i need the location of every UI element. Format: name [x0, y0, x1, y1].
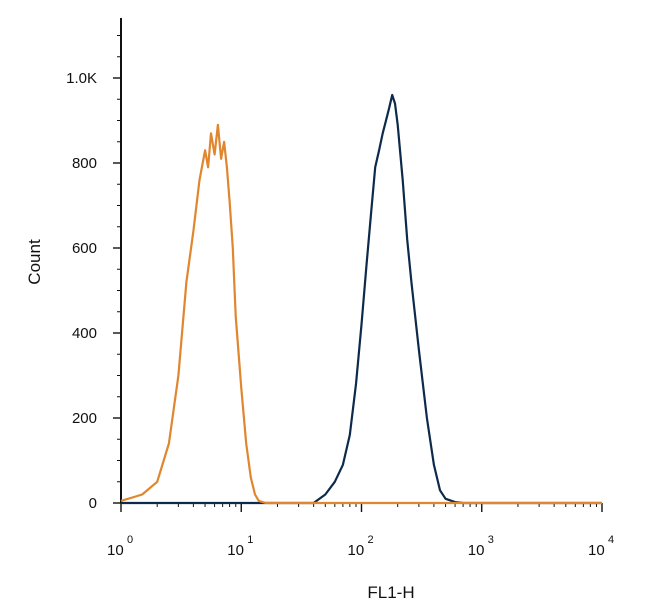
y-tick-label: 600	[72, 240, 97, 257]
series-line-1	[121, 93, 602, 505]
x-tick-exponent: 3	[488, 534, 494, 546]
chart-axes	[120, 18, 602, 504]
minor-ticks	[117, 35, 597, 507]
series-layer	[120, 93, 602, 505]
y-axis-title: Count	[25, 239, 44, 285]
x-tick-exponent: 4	[608, 534, 614, 546]
x-axis-title: FL1-H	[367, 583, 414, 602]
y-tick-label: 1.0K	[66, 70, 97, 87]
y-tick-label: 400	[72, 325, 97, 342]
x-tick-exponent: 2	[368, 534, 374, 546]
x-tick-label: 10	[348, 542, 365, 559]
x-tick-label: 10	[227, 542, 244, 559]
x-tick-label: 10	[588, 542, 605, 559]
series-line-2	[120, 123, 602, 505]
x-tick-label: 10	[107, 542, 124, 559]
y-tick-label: 800	[72, 155, 97, 172]
x-tick-exponent: 0	[127, 534, 133, 546]
y-ticks: 0 200 400 600 800 1.0K	[66, 70, 121, 512]
y-tick-label: 0	[89, 495, 97, 512]
y-tick-label: 200	[72, 410, 97, 427]
x-tick-exponent: 1	[247, 534, 253, 546]
x-tick-label: 10	[468, 542, 485, 559]
